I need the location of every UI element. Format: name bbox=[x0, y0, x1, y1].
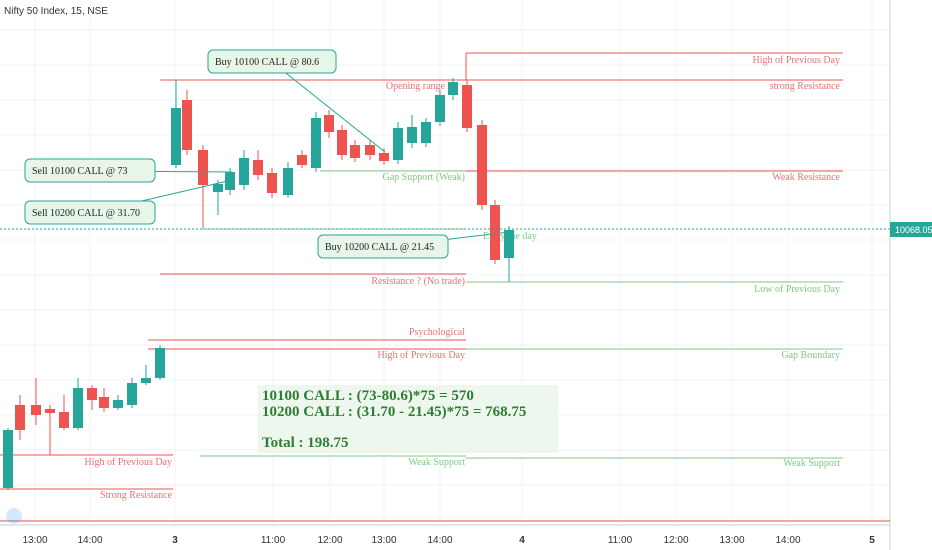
candle-body bbox=[87, 388, 97, 400]
candle-body bbox=[267, 173, 277, 193]
time-axis: 13:00 14:00 3 11:00 12:00 13:00 14:00 4 11:00 12:… bbox=[22, 535, 875, 546]
level-label: High of Previous Day bbox=[378, 350, 466, 361]
callout-text: Buy 10100 CALL @ 80.6 bbox=[215, 57, 319, 68]
candle-body bbox=[297, 155, 307, 165]
candle-body bbox=[311, 118, 321, 168]
candle-body bbox=[31, 405, 41, 415]
candle-body bbox=[155, 348, 165, 378]
level-label: Resistance ? (No trade) bbox=[371, 276, 465, 287]
level-label: Opening range bbox=[386, 81, 446, 92]
level-label: Psychological bbox=[409, 327, 465, 338]
callout-box bbox=[207, 49, 337, 74]
callout-box bbox=[24, 158, 156, 183]
x-tick-label: 5 bbox=[869, 535, 875, 546]
x-tick-label: 11:00 bbox=[261, 535, 286, 546]
candle-body bbox=[99, 397, 109, 408]
candle-body bbox=[490, 205, 500, 260]
summary-total: Total : 198.75 bbox=[262, 435, 349, 451]
candle-body bbox=[379, 153, 389, 161]
x-tick-label: 12:00 bbox=[317, 535, 342, 546]
price-tag bbox=[890, 222, 932, 237]
price-tag-text: 10068.05 bbox=[895, 225, 932, 235]
candle-body bbox=[182, 100, 192, 150]
callout-text: Sell 10100 CALL @ 73 bbox=[32, 166, 128, 177]
x-tick-label: 14:00 bbox=[775, 535, 800, 546]
summary-line: 10200 CALL : (31.70 - 21.45)*75 = 768.75 bbox=[262, 404, 526, 420]
candle-body bbox=[171, 108, 181, 165]
candle-body bbox=[198, 150, 208, 185]
candle-body bbox=[407, 127, 417, 143]
logo bbox=[6, 508, 22, 524]
level-label: strong Resistance bbox=[770, 81, 841, 92]
candle-body bbox=[213, 184, 223, 192]
callout-text: Sell 10200 CALL @ 31.70 bbox=[32, 208, 140, 219]
candle-body bbox=[253, 160, 263, 175]
candle-body bbox=[365, 145, 375, 155]
x-tick-label: 4 bbox=[519, 535, 525, 546]
x-tick-label: 13:00 bbox=[371, 535, 396, 546]
level-label: Gap Support (Weak) bbox=[382, 172, 465, 183]
grid bbox=[0, 0, 890, 525]
callout-text: Buy 10200 CALL @ 21.45 bbox=[325, 242, 434, 253]
candle-body bbox=[477, 125, 487, 205]
candle-body bbox=[225, 172, 235, 190]
candle-body bbox=[59, 412, 69, 428]
candle-body bbox=[435, 95, 445, 122]
candle-body bbox=[448, 82, 458, 95]
candle-body bbox=[324, 115, 334, 132]
level-label: Weak Resistance bbox=[772, 172, 840, 183]
callout-box bbox=[24, 200, 156, 225]
candle-body bbox=[393, 128, 403, 160]
candle-body bbox=[73, 388, 83, 428]
level-label: High of Previous Day bbox=[85, 457, 173, 468]
level-label: High of Previous Day bbox=[753, 55, 841, 66]
summary-box bbox=[258, 385, 558, 453]
x-tick-label: 14:00 bbox=[427, 535, 452, 546]
level-label: Gap Boundary bbox=[781, 350, 840, 361]
x-tick-label: 13:00 bbox=[22, 535, 47, 546]
summary-line: 10100 CALL : (73-80.6)*75 = 570 bbox=[262, 388, 474, 404]
level-label: Weak Support bbox=[408, 457, 465, 468]
candle-body bbox=[350, 145, 360, 158]
x-tick-label: 3 bbox=[172, 535, 178, 546]
callout-box bbox=[317, 234, 449, 259]
candle-body bbox=[45, 409, 55, 413]
candle-body bbox=[462, 85, 472, 128]
x-tick-label: 12:00 bbox=[663, 535, 688, 546]
candle-body bbox=[3, 430, 13, 488]
candle-body bbox=[127, 383, 137, 405]
level-label: Weak Support bbox=[783, 458, 840, 469]
x-tick-label: 14:00 bbox=[77, 535, 102, 546]
candle-body bbox=[113, 400, 123, 408]
candle-body bbox=[141, 378, 151, 383]
level-label: Strong Resistance bbox=[100, 490, 172, 501]
x-tick-label: 11:00 bbox=[608, 535, 633, 546]
candle-body bbox=[15, 405, 25, 430]
callout-pointer bbox=[271, 61, 386, 153]
x-tick-label: 13:00 bbox=[719, 535, 744, 546]
levels: High of Previous Day Opening range strong … bbox=[0, 52, 843, 501]
candle-body bbox=[421, 122, 431, 143]
candle-body bbox=[337, 130, 347, 155]
candle-body bbox=[283, 168, 293, 195]
level-label: Low of Previous Day bbox=[754, 284, 840, 295]
title: Nifty 50 Index, 15, NSE bbox=[4, 6, 108, 17]
callouts: Buy 10100 CALL @ 80.6 Sell 10100 CALL @ 7… bbox=[24, 49, 510, 259]
candles bbox=[3, 78, 514, 490]
candle-body bbox=[504, 230, 514, 258]
candle-body bbox=[239, 158, 249, 185]
